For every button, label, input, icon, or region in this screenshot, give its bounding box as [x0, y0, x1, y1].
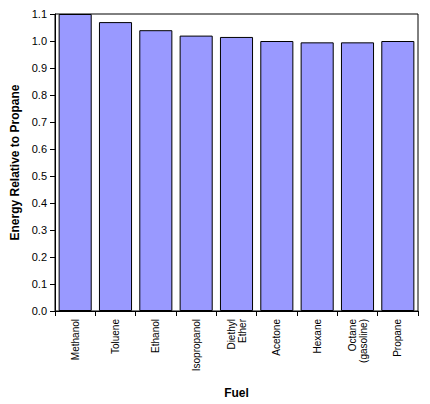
svg-text:Ether: Ether [237, 318, 248, 343]
svg-text:Toluene: Toluene [110, 319, 121, 354]
svg-text:0.6: 0.6 [32, 143, 47, 155]
svg-text:Propane: Propane [392, 319, 403, 357]
svg-text:0.1: 0.1 [32, 278, 47, 290]
svg-text:0.4: 0.4 [32, 197, 47, 209]
svg-text:0.7: 0.7 [32, 116, 47, 128]
svg-text:(gasoline): (gasoline) [358, 319, 369, 363]
svg-text:Methanol: Methanol [70, 319, 81, 360]
svg-text:Acetone: Acetone [271, 319, 282, 356]
svg-text:0.3: 0.3 [32, 224, 47, 236]
svg-text:0.8: 0.8 [32, 89, 47, 101]
svg-text:Diethyl: Diethyl [226, 319, 237, 350]
svg-text:0.9: 0.9 [32, 62, 47, 74]
svg-text:Isopropanol: Isopropanol [191, 319, 202, 371]
svg-text:Octane: Octane [347, 319, 358, 352]
svg-text:1.1: 1.1 [32, 8, 47, 20]
svg-text:0.5: 0.5 [32, 170, 47, 182]
svg-text:1.0: 1.0 [32, 35, 47, 47]
svg-text:0.2: 0.2 [32, 251, 47, 263]
svg-text:Hexane: Hexane [312, 319, 323, 354]
svg-text:Ethanol: Ethanol [150, 319, 161, 353]
svg-text:0.0: 0.0 [32, 305, 47, 317]
svg-text:Fuel: Fuel [224, 386, 249, 400]
svg-text:Energy Relative to Propane: Energy Relative to Propane [8, 84, 22, 240]
